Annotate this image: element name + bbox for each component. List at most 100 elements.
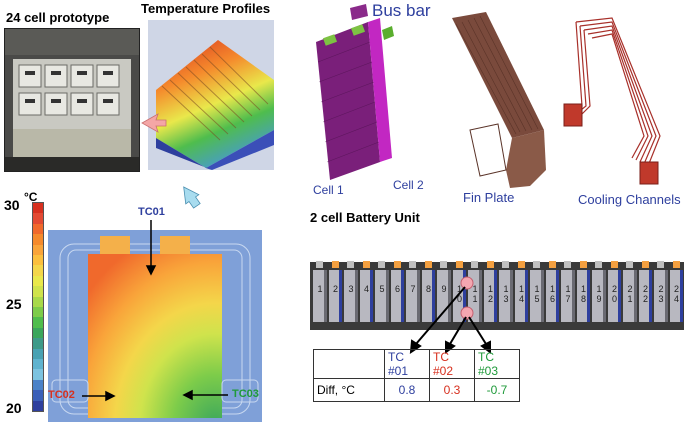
temp-profiles-drawing [156,40,274,170]
colorbar-mid-label: 25 [6,296,22,312]
strip-cell: 1 6 [545,261,559,322]
strip-cell: 1 0 [452,261,466,322]
table-row-label: Diff, °C [313,378,385,402]
strip-cell: 1 1 [468,261,482,322]
colorbar-segment [33,213,43,224]
strip-cell-label: 1 [317,284,323,294]
strip-cell-tab [502,261,509,268]
strip-cell: 1 8 [576,261,590,322]
strip-cell: 7 [406,261,420,322]
strip-cell: 1 [313,261,327,322]
strip-cell-tab [672,261,680,268]
colorbar-segment [33,244,43,255]
colorbar-segment [33,348,43,359]
strip-cell-fin [602,270,606,322]
strip-cell: 3 [344,261,358,322]
table-header-tc01: TC #01 [384,349,430,379]
cell-pair-image [308,2,448,182]
colorbar-max-label: 30 [4,197,20,213]
strip-cell-label: 2 4 [673,284,679,304]
strip-cell-tab [393,261,401,268]
cooling-channels-label: Cooling Channels [578,192,681,207]
strip-cell: 1 4 [514,261,528,322]
strip-cell-fin [339,270,342,322]
strip-cell-tab [533,261,540,268]
strip-cell-fin [664,270,668,322]
table-header-tc03: TC #03 [474,349,520,379]
battery-unit-title: 2 cell Battery Unit [310,210,420,225]
temp-profiles-image [148,20,274,170]
colorbar-segment [33,390,43,401]
colorbar-segment [33,255,43,266]
strip-cell: 2 2 [638,261,652,322]
strip-cell-label: 6 [394,284,400,294]
strip-cell-fin [680,270,683,322]
strip-cell: 6 [390,261,404,322]
strip-cell-tab [331,261,339,268]
table-row: Diff, °C 0.8 0.3 -0.7 [313,378,520,402]
cell-contour-panel [48,230,262,422]
fin-plate-label: Fin Plate [463,190,515,205]
table-header-tc02: TC #02 [429,349,475,379]
strip-cell-tab [409,261,416,268]
strip-cell-label: 7 [410,284,416,294]
strip-cell: 2 3 [654,261,668,322]
strip-cell-fin [540,270,544,322]
strip-cell-label: 1 3 [503,284,509,304]
strip-cell: 2 4 [669,261,683,322]
strip-cell: 1 2 [483,261,497,322]
strip-cell-label: 2 [332,284,338,294]
strip-cell-label: 1 9 [596,284,602,304]
strip-cell-label: 1 0 [456,284,462,304]
bus-bar-label: Bus bar [372,1,431,20]
cooling-channels-image [562,16,678,192]
strip-cell: 5 [375,261,389,322]
strip-cell-label: 1 7 [565,284,571,304]
temp-profiles-title: Temperature Profiles [141,1,271,16]
strip-cell-tab [455,261,463,268]
strip-cell-label: 2 0 [611,284,617,304]
strip-cell-fin [571,270,575,322]
strip-cell-fin [478,270,482,322]
strip-cell: 2 0 [607,261,621,322]
colorbar-segment [33,223,43,235]
strip-cell-fin [385,270,389,322]
strip-cell-label: 1 6 [549,284,555,304]
strip-cell-fin [509,270,513,322]
strip-cell-label: 2 2 [642,284,648,304]
strip-cell-fin [401,270,404,322]
strip-cell: 1 5 [530,261,544,322]
strip-cell: 1 7 [561,261,575,322]
prototype-photo [4,28,140,172]
strip-cell-tab [564,261,571,268]
table-header-row: TC #01 TC #02 TC #03 [313,349,520,379]
cell1-label: Cell 1 [313,183,344,197]
strip-cell-fin [649,270,652,322]
table-header-empty [313,349,385,379]
strip-cell: 4 [359,261,373,322]
temperature-colorbar [32,202,44,412]
tc-diff-table: TC #01 TC #02 TC #03 Diff, °C 0.8 0.3 -0… [313,349,520,402]
colorbar-segment [33,286,43,297]
strip-cell-label: 1 2 [487,284,493,304]
strip-cell-fin [587,270,590,322]
strip-cell-label: 1 8 [580,284,586,304]
strip-cell-tab [657,261,664,268]
strip-cell-fin [633,270,637,322]
strip-cell-tab [517,261,525,268]
strip-cell-tab [641,261,649,268]
strip-cell-fin [416,270,420,322]
strip-cell: 2 [328,261,342,322]
strip-cell-fin [370,270,373,322]
strip-cell-tab [347,261,354,268]
colorbar-segment [33,234,43,245]
strip-cell: 8 [421,261,435,322]
strip-cell-label: 4 [363,284,369,294]
light-blue-arrow [183,186,201,209]
colorbar-segment [33,379,43,391]
strip-cell: 1 3 [499,261,513,322]
strip-cell-tab [471,261,478,268]
colorbar-segment [33,296,43,307]
